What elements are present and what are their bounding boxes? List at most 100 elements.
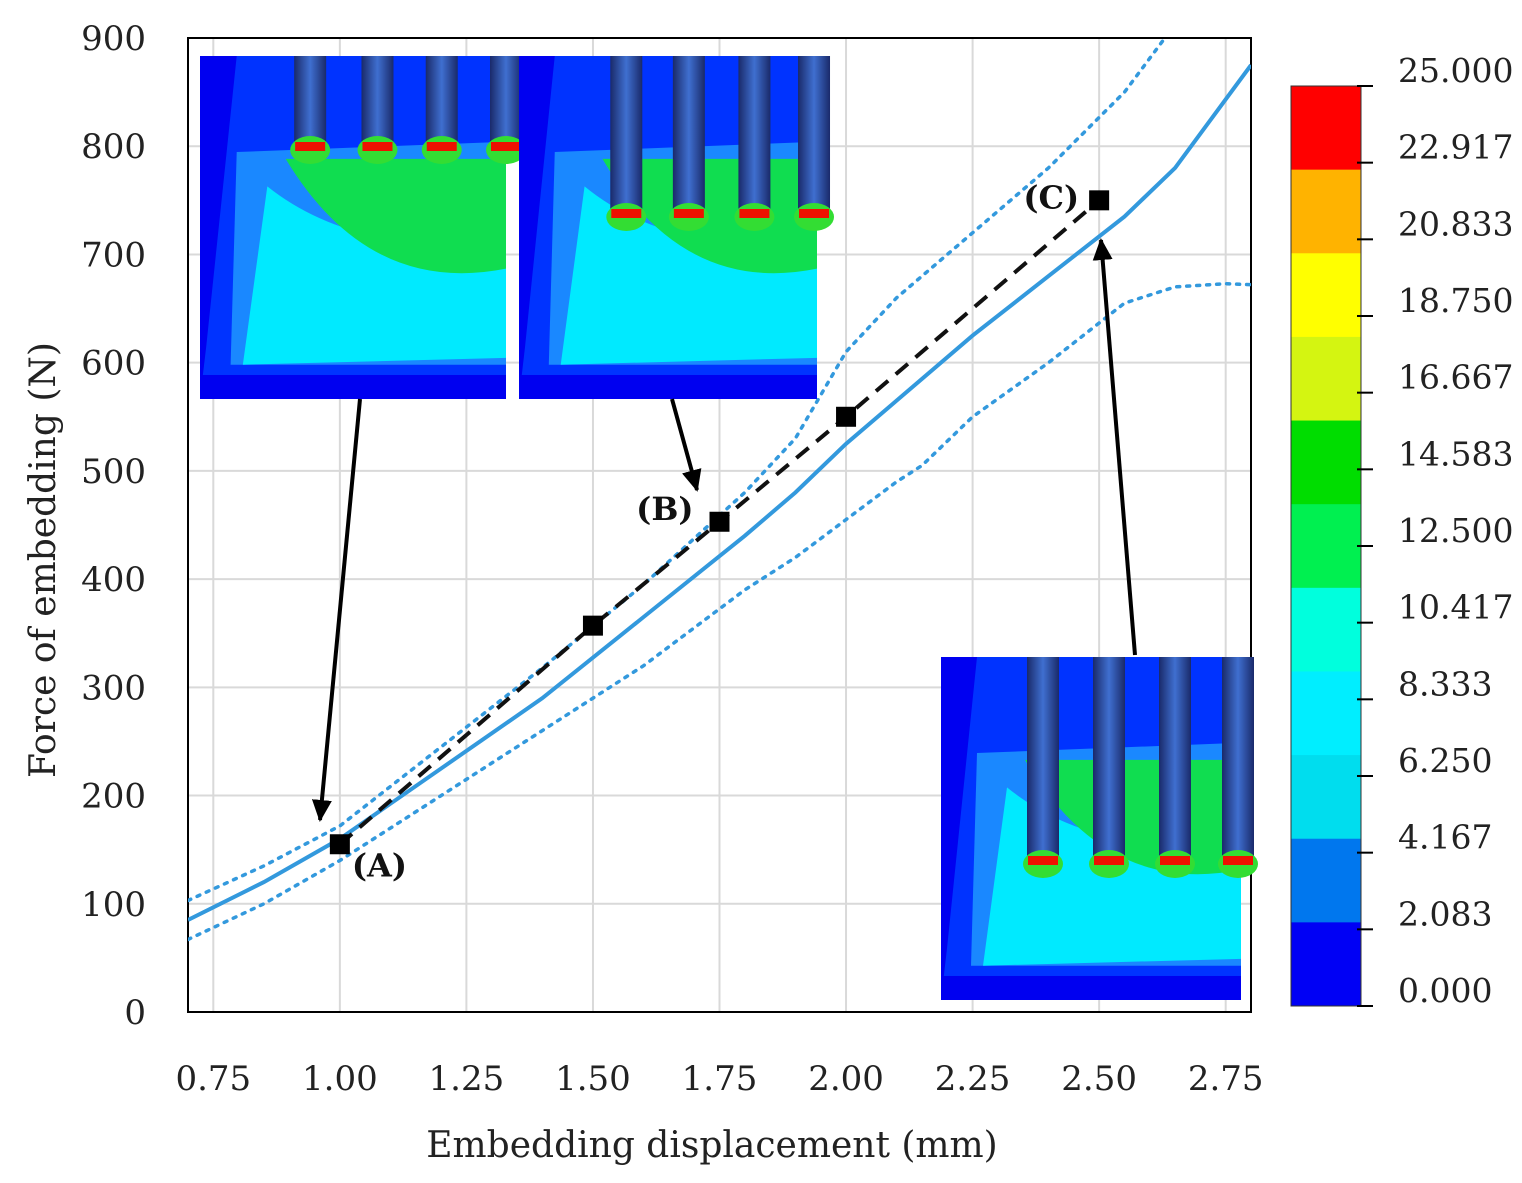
x-tick-label: 1.25 xyxy=(429,1059,505,1099)
y-tick-label: 800 xyxy=(81,127,146,167)
x-tick-labels: 0.75 1.00 1.25 1.50 1.75 2.00 2.25 2.50 2.75 xyxy=(175,1059,1263,1099)
x-tick-label: 2.25 xyxy=(935,1059,1011,1099)
colorbar-band xyxy=(1291,504,1361,589)
point-label: (B) xyxy=(636,490,693,528)
inset-tube xyxy=(294,56,327,146)
arrow-to-b xyxy=(670,398,702,492)
inset-tube xyxy=(672,56,705,213)
colorbar-label: 10.417 xyxy=(1398,588,1513,627)
inset-region-cyan xyxy=(242,186,506,365)
plot-frame xyxy=(187,37,1252,1013)
inset-contact-stress xyxy=(739,209,770,218)
y-tick-labels: 0 100 200 300 400 500 600 700 800 900 xyxy=(81,19,146,1033)
y-tick-label: 900 xyxy=(81,19,146,59)
arrow-to-c xyxy=(1092,238,1137,656)
y-tick-label: 400 xyxy=(81,560,146,600)
data-marker xyxy=(709,511,730,532)
data-markers xyxy=(329,190,1110,855)
series-dotted-line xyxy=(188,38,1167,903)
inset-tube xyxy=(1159,657,1191,860)
y-tick-label: 300 xyxy=(81,668,146,708)
colorbar-band xyxy=(1291,587,1361,672)
inset-contact-stress xyxy=(799,209,830,218)
colorbar-label: 25.000 xyxy=(1398,51,1513,90)
y-axis-title: Force of embedding (N) xyxy=(23,342,64,778)
colorbar-label: 16.667 xyxy=(1398,358,1513,397)
colorbar: 25.000 22.917 20.833 18.750 16.667 14.583 12.5… xyxy=(1290,51,1513,1010)
colorbar-label: 2.083 xyxy=(1398,894,1492,933)
colorbar-label: 14.583 xyxy=(1398,434,1513,473)
y-tick-label: 0 xyxy=(124,993,146,1033)
inset-point-b xyxy=(519,56,835,399)
x-tick-label: 0.75 xyxy=(175,1059,251,1099)
colorbar-band xyxy=(1291,755,1361,840)
inset-contact-stress xyxy=(426,142,457,151)
inset-contact-stress xyxy=(1223,856,1253,865)
inset-tube xyxy=(1093,657,1125,860)
inset-base xyxy=(941,975,1241,1000)
x-tick-label: 2.50 xyxy=(1061,1059,1137,1099)
inset-tube xyxy=(1222,657,1254,860)
inset-point-c xyxy=(941,657,1258,1000)
inset-base xyxy=(200,374,506,399)
colorbar-band xyxy=(1291,671,1361,756)
inset-point-a xyxy=(200,56,526,399)
point-label: (A) xyxy=(352,846,407,884)
data-marker xyxy=(582,615,603,636)
inset-contact-stress xyxy=(1160,856,1190,865)
x-axis-title: Embedding displacement (mm) xyxy=(426,1125,997,1166)
colorbar-label: 4.167 xyxy=(1398,818,1492,857)
data-marker xyxy=(1089,190,1110,211)
colorbar-band xyxy=(1291,838,1361,923)
colorbar-band xyxy=(1291,86,1361,171)
x-tick-label: 2.00 xyxy=(808,1059,884,1099)
x-tick-label: 1.00 xyxy=(302,1059,378,1099)
inset-contact-stress xyxy=(1028,856,1058,865)
inset-tube xyxy=(425,56,458,146)
colorbar-label: 8.333 xyxy=(1398,664,1492,703)
y-tick-label: 200 xyxy=(81,777,146,817)
colorbar-label: 22.917 xyxy=(1398,128,1513,167)
inset-tube xyxy=(798,56,831,213)
inset-base xyxy=(519,374,817,399)
inset-contact-stress xyxy=(673,209,704,218)
x-tick-label: 1.50 xyxy=(555,1059,631,1099)
inset-region-dark xyxy=(200,56,237,399)
colorbar-label: 12.500 xyxy=(1398,511,1513,550)
inset-tube xyxy=(361,56,394,146)
inset-contact-stress xyxy=(611,209,642,218)
point-label: (C) xyxy=(1023,178,1079,216)
colorbar-label: 0.000 xyxy=(1398,971,1492,1010)
colorbar-band xyxy=(1291,253,1361,338)
y-tick-label: 700 xyxy=(81,235,146,275)
plot-border xyxy=(187,37,1252,1013)
colorbar-label: 6.250 xyxy=(1398,741,1492,780)
inset-tube xyxy=(1027,657,1059,860)
inset-region-dark xyxy=(941,657,977,1000)
x-tick-label: 2.75 xyxy=(1188,1059,1264,1099)
fem-insets xyxy=(200,56,1258,1000)
inset-tube xyxy=(610,56,643,213)
colorbar-band xyxy=(1291,169,1361,254)
data-marker xyxy=(329,834,350,855)
callout-arrows xyxy=(311,238,1137,822)
y-tick-label: 600 xyxy=(81,344,146,384)
y-tick-label: 500 xyxy=(81,452,146,492)
colorbar-band xyxy=(1291,922,1361,1007)
colorbar-label: 20.833 xyxy=(1398,204,1513,243)
x-tick-label: 1.75 xyxy=(682,1059,758,1099)
series-dotted-line xyxy=(188,281,1251,942)
y-tick-label: 100 xyxy=(81,885,146,925)
inset-contact-stress xyxy=(1094,856,1124,865)
inset-contact-stress xyxy=(295,142,326,151)
inset-contact-stress xyxy=(491,142,521,151)
inset-tube xyxy=(490,56,522,146)
data-marker xyxy=(836,406,857,427)
series-solid-line xyxy=(188,63,1251,922)
point-labels: (A) (B) (C) xyxy=(352,178,1079,884)
colorbar-band xyxy=(1291,420,1361,505)
colorbar-band xyxy=(1291,336,1361,422)
inset-region-dark xyxy=(519,56,555,399)
arrow-to-a xyxy=(311,398,362,822)
